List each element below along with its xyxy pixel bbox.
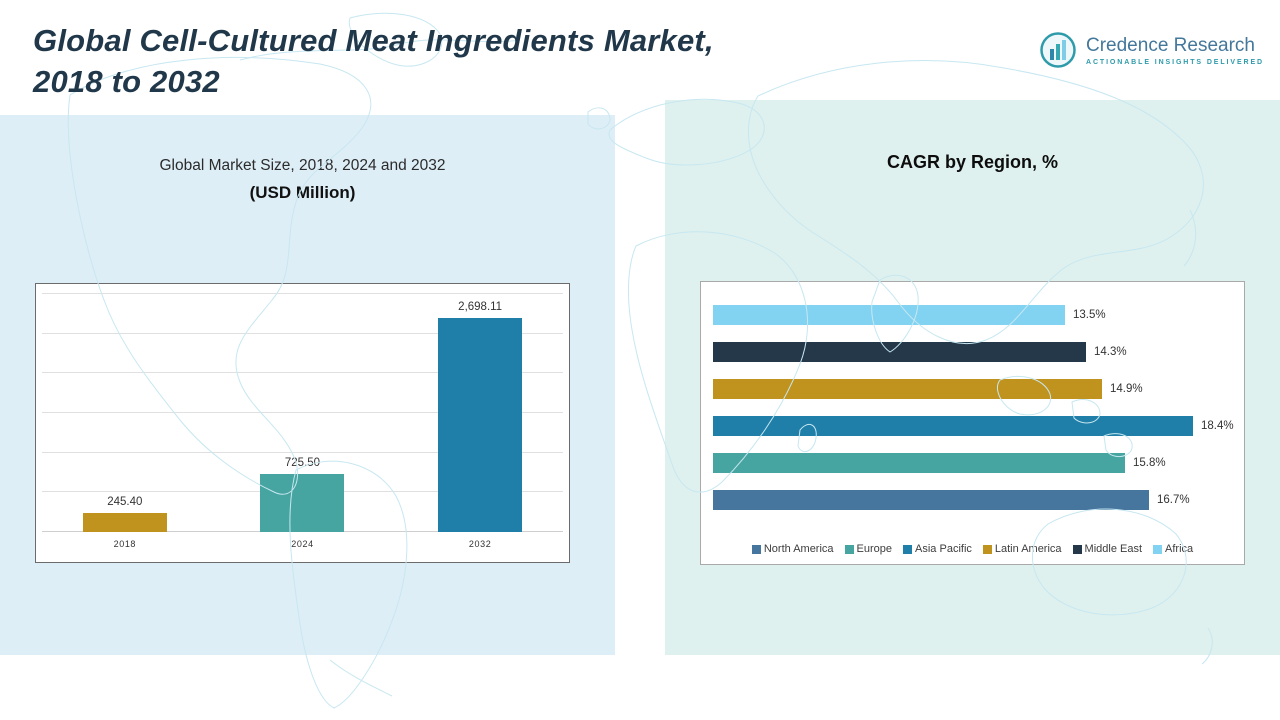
page-title: Global Cell-Cultured Meat Ingredients Ma… [33, 20, 714, 102]
legend-label: Africa [1165, 543, 1194, 555]
bar-row-europe: 15.8% [713, 444, 1236, 481]
cagr-legend: North America Europe Asia Pacific Latin Ame… [701, 543, 1244, 555]
legend-swatch [844, 544, 854, 554]
legend-swatch [982, 544, 992, 554]
legend-label: North America [763, 543, 834, 555]
bar-value-label: 13.5% [1073, 308, 1106, 321]
logo-name: Credence Research [1086, 34, 1255, 56]
bar-value-label: 15.8% [1133, 456, 1166, 469]
bar-2032 [438, 318, 523, 532]
legend-label: Europe [856, 543, 893, 555]
legend-swatch [903, 544, 913, 554]
bar-value-label: 18.4% [1201, 419, 1234, 432]
logo-tagline: Actionable Insights Delivered [1086, 58, 1264, 66]
bar-group-2024: 725.50 2024 [260, 457, 345, 549]
page-title-line2: 2018 to 2032 [33, 64, 220, 99]
market-size-bar-chart: 245.40 2018 725.50 2024 2,698.11 2032 [35, 283, 570, 563]
bar-north-america [713, 489, 1149, 510]
market-size-panel: Global Market Size, 2018, 2024 and 2032 … [0, 115, 615, 655]
x-axis-label: 2032 [468, 539, 492, 549]
bar-value-label: 16.7% [1157, 493, 1190, 506]
legend-item-europe: Europe [844, 543, 893, 555]
legend-item-middle-east: Middle East [1072, 543, 1143, 555]
bar-asia-pacific [713, 415, 1193, 436]
bar-value-label: 2,698.11 [458, 301, 503, 313]
market-size-unit-label: (USD Million) [249, 183, 356, 202]
bar-value-label: 14.3% [1094, 345, 1127, 358]
bar-value-label: 245.40 [107, 496, 143, 508]
bar-row-north-america: 16.7% [713, 481, 1236, 518]
cagr-bars: 13.5% 14.3% 14.9% 18.4% 15.8% 16.7% [713, 296, 1236, 518]
cagr-title: CAGR by Region, % [886, 152, 1058, 172]
page-title-line1: Global Cell-Cultured Meat Ingredients Ma… [33, 23, 714, 58]
bar-row-latin-america: 14.9% [713, 370, 1236, 407]
legend-item-latin-america: Latin America [982, 543, 1062, 555]
logo-bar-chart-icon [1040, 32, 1076, 68]
bar-row-middle-east: 14.3% [713, 333, 1236, 370]
legend-swatch [1072, 544, 1082, 554]
bar-middle-east [713, 341, 1086, 362]
bar-2018 [82, 513, 167, 532]
x-axis-label: 2024 [291, 539, 314, 549]
bar-africa [713, 304, 1065, 325]
legend-label: Latin America [994, 543, 1062, 555]
logo: Credence Research Actionable Insights De… [1038, 30, 1264, 70]
bar-row-asia-pacific: 18.4% [713, 407, 1236, 444]
cagr-panel: CAGR by Region, % 13.5% 14.3% 14.9% 18.4% 15… [665, 100, 1280, 655]
bar-group-2018: 245.40 2018 [82, 496, 167, 549]
market-size-subtitle: Global Market Size, 2018, 2024 and 2032 [159, 157, 446, 174]
x-axis-label: 2018 [113, 539, 137, 549]
bar-europe [713, 452, 1125, 473]
legend-item-africa: Africa [1153, 543, 1193, 555]
bar-row-africa: 13.5% [713, 296, 1236, 333]
legend-item-north-america: North America [751, 543, 834, 555]
legend-label: Middle East [1084, 543, 1143, 555]
legend-swatch [1153, 544, 1163, 554]
legend-label: Asia Pacific [915, 543, 972, 555]
bar-value-label: 725.50 [284, 457, 321, 469]
logo-text-block: Credence Research Actionable Insights De… [1086, 35, 1264, 66]
bar-value-label: 14.9% [1110, 382, 1143, 395]
cagr-bar-chart: 13.5% 14.3% 14.9% 18.4% 15.8% 16.7% North Ame… [700, 281, 1245, 565]
legend-item-asia-pacific: Asia Pacific [903, 543, 972, 555]
bar-2024 [260, 474, 345, 532]
legend-swatch [751, 544, 761, 554]
bar-latin-america [713, 378, 1102, 399]
bar-group-2032: 2,698.11 2032 [438, 301, 523, 549]
